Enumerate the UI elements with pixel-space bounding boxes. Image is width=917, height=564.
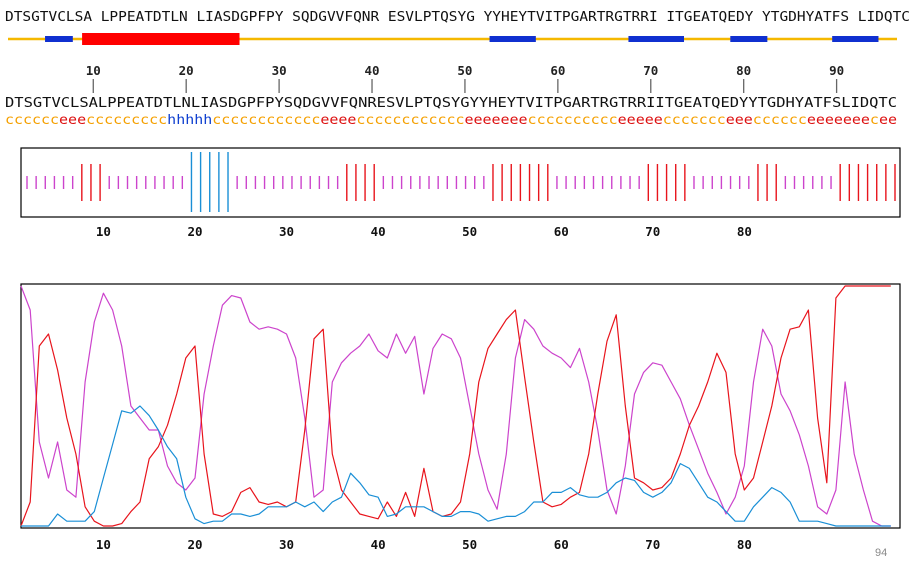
sequence-ruler: 10 20 30 40 50 60 70 80 90 bbox=[86, 63, 844, 93]
axis-tick-label: 20 bbox=[187, 224, 202, 239]
page-number: 94 bbox=[875, 547, 887, 559]
header-helix-block bbox=[489, 36, 536, 42]
series-line-2 bbox=[21, 405, 891, 527]
header-strand-block bbox=[82, 33, 240, 45]
ruler-number: 60 bbox=[550, 63, 565, 78]
axis-tick-label: 60 bbox=[554, 537, 569, 552]
axis-tick-label: 50 bbox=[462, 537, 477, 552]
axis-tick-label: 10 bbox=[96, 537, 111, 552]
ruler-number: 90 bbox=[829, 63, 844, 78]
series-line-1 bbox=[20, 285, 891, 527]
axis-tick-label: 50 bbox=[462, 224, 477, 239]
axis-tick-label: 80 bbox=[737, 537, 752, 552]
axis-tick-label: 70 bbox=[645, 537, 660, 552]
ruler-number: 80 bbox=[736, 63, 751, 78]
axis-tick-label: 30 bbox=[279, 537, 294, 552]
header-helix-block bbox=[45, 36, 73, 42]
header-helix-block bbox=[832, 36, 879, 42]
header-helix-block bbox=[628, 36, 685, 42]
probability-lines bbox=[20, 285, 891, 527]
barcode-panel bbox=[20, 147, 901, 218]
header-helix-block bbox=[730, 36, 768, 42]
ruler-number: 10 bbox=[86, 63, 101, 78]
axis-tick-label: 40 bbox=[371, 224, 386, 239]
axis-tick-label: 60 bbox=[554, 224, 569, 239]
barcode-axis-labels: 10 20 30 40 50 60 70 80 bbox=[96, 224, 752, 239]
probability-plot-frame bbox=[20, 283, 901, 529]
ruler-number: 20 bbox=[179, 63, 194, 78]
series-line-0 bbox=[20, 285, 891, 527]
header-feature-track bbox=[8, 33, 897, 45]
axis-tick-label: 10 bbox=[96, 224, 111, 239]
plot-axis-labels: 10 20 30 40 50 60 70 80 bbox=[96, 537, 752, 552]
sequence-line: DTSGTVCLSALPPEATDTLNLIASDGPFPYSQDGVVFQNR… bbox=[5, 96, 897, 111]
axis-tick-label: 40 bbox=[371, 537, 386, 552]
ruler-number: 50 bbox=[457, 63, 472, 78]
barcode-bars bbox=[26, 152, 896, 212]
ruler-number: 40 bbox=[364, 63, 379, 78]
axis-tick-label: 80 bbox=[737, 224, 752, 239]
ruler-number: 30 bbox=[272, 63, 287, 78]
ruler-number: 70 bbox=[643, 63, 658, 78]
header-sequence: DTSGTVCLSA LPPEATDTLN LIASDGPFPY SQDGVVF… bbox=[5, 10, 910, 25]
axis-tick-label: 70 bbox=[645, 224, 660, 239]
axis-tick-label: 20 bbox=[187, 537, 202, 552]
axis-tick-label: 30 bbox=[279, 224, 294, 239]
secondary-structure-line: cccccc eee ccccccccc hhhhh cccccccccccc eeee c… bbox=[5, 113, 897, 128]
